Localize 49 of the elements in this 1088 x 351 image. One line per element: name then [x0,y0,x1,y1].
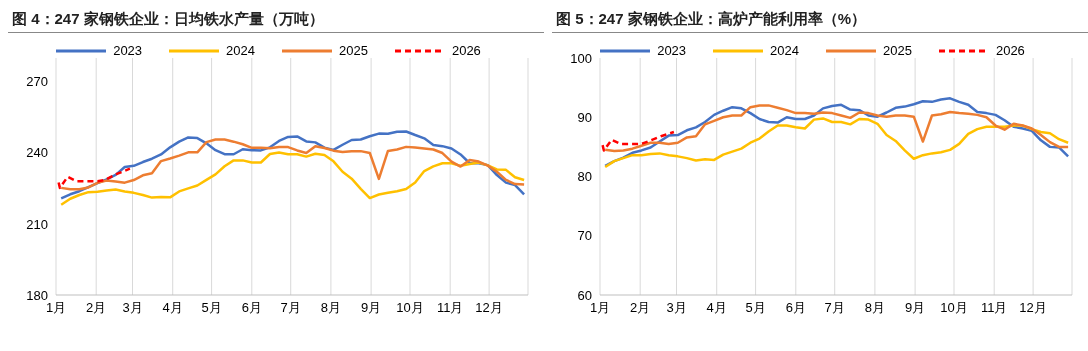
x-tick-label: 2月 [86,300,107,316]
x-tick-label: 12月 [475,300,503,316]
y-tick-label: 60 [577,287,592,303]
x-tick-label: 9月 [904,300,926,316]
legend-label: 2026 [451,43,481,58]
y-tick-label: 240 [26,145,48,161]
x-tick-label: 1月 [45,300,67,316]
x-tick-label: 3月 [666,300,687,316]
legend-label: 2025 [883,43,912,58]
y-tick-label: 80 [577,169,592,185]
x-tick-label: 6月 [785,300,806,316]
x-tick-label: 5月 [745,300,766,316]
x-tick-label: 3月 [122,300,143,316]
y-tick-label: 180 [26,287,48,303]
legend-label: 2025 [339,43,368,58]
x-tick-label: 11月 [436,300,464,316]
line-series [59,151,526,206]
legend-label: 2026 [995,43,1025,58]
legend-label: 2023 [657,43,687,58]
legend-label: 2024 [770,43,799,58]
x-tick-label: 8月 [320,300,342,316]
line-series [603,104,1070,153]
line-series [601,130,676,152]
chart-title: 图 5：247 家钢铁企业：高炉产能利用率（%） [552,8,1088,33]
x-tick-label: 5月 [201,300,222,316]
x-tick-label: 9月 [360,300,382,316]
x-tick-label: 6月 [241,300,262,316]
x-tick-label: 1月 [589,300,611,316]
line-series [57,167,132,190]
y-tick-label: 210 [26,216,48,232]
x-tick-label: 11月 [980,300,1008,316]
x-tick-label: 8月 [864,300,886,316]
line-series [59,138,526,191]
line-series [603,117,1070,169]
legend-label: 2023 [113,43,143,58]
x-tick-label: 4月 [706,300,727,316]
y-tick-label: 270 [26,74,48,90]
legend-label: 2024 [226,43,255,58]
x-tick-label: 7月 [824,300,845,316]
x-tick-label: 12月 [1019,300,1047,316]
x-tick-label: 10月 [396,300,424,316]
x-tick-label: 2月 [630,300,651,316]
x-tick-label: 7月 [280,300,301,316]
y-tick-label: 100 [570,50,592,66]
x-tick-label: 10月 [940,300,968,316]
chart-title: 图 4：247 家钢铁企业：日均铁水产量（万吨） [8,8,544,33]
y-tick-label: 70 [577,228,592,244]
y-tick-label: 90 [577,109,592,125]
x-tick-label: 4月 [162,300,183,316]
